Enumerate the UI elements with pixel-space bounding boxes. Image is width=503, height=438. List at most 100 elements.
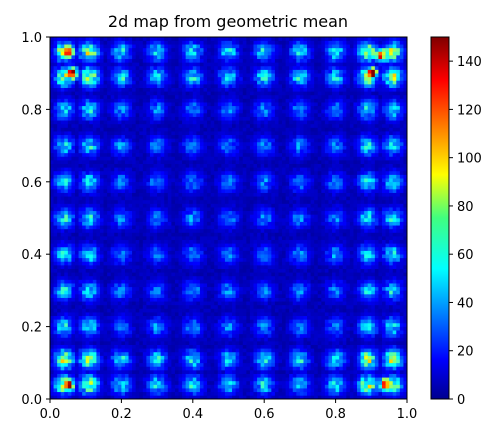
heatmap-cell [82, 174, 86, 179]
heatmap-cell [85, 156, 90, 161]
heatmap-cell [74, 239, 79, 244]
heatmap-cell [192, 105, 197, 110]
heatmap-cell [96, 76, 101, 81]
heatmap-cell [142, 181, 147, 186]
heatmap-cell [185, 351, 190, 356]
heatmap-cell [149, 210, 154, 215]
heatmap-cell [60, 236, 65, 241]
heatmap-cell [103, 243, 108, 248]
heatmap-cell [89, 98, 94, 103]
heatmap-cell [50, 218, 54, 222]
heatmap-cell [124, 84, 129, 88]
heatmap-cell [139, 163, 144, 168]
heatmap-cell [167, 290, 172, 295]
heatmap-cell [103, 275, 108, 280]
heatmap-cell [71, 272, 76, 277]
heatmap-cell [99, 181, 104, 186]
heatmap-cell [135, 156, 140, 161]
heatmap-cell [199, 141, 204, 146]
heatmap-cell [99, 196, 104, 201]
heatmap-cell [78, 344, 83, 349]
heatmap-cell [117, 87, 122, 92]
heatmap-cell [121, 131, 126, 136]
heatmap-cell [164, 73, 169, 78]
heatmap-cell [167, 351, 172, 356]
heatmap-cell [132, 246, 136, 251]
heatmap-cell [153, 341, 158, 345]
heatmap-cell [214, 239, 219, 244]
heatmap-cell [199, 326, 204, 331]
heatmap-cell [196, 80, 201, 85]
heatmap-cell [189, 55, 194, 60]
heatmap-cell [92, 341, 97, 345]
heatmap-cell [124, 69, 129, 74]
heatmap-cell [214, 76, 219, 81]
heatmap-cell [224, 391, 229, 396]
heatmap-cell [174, 109, 179, 114]
heatmap-cell [214, 109, 219, 114]
heatmap-cell [124, 297, 129, 302]
heatmap-cell [167, 156, 172, 161]
heatmap-cell [182, 304, 186, 309]
heatmap-cell [57, 377, 62, 382]
heatmap-cell [189, 76, 194, 81]
heatmap-cell [157, 192, 161, 197]
heatmap-cell [50, 51, 54, 56]
heatmap-cell [160, 359, 165, 364]
heatmap-cell [67, 283, 72, 288]
heatmap-cell [60, 333, 65, 338]
heatmap-cell [89, 116, 94, 121]
heatmap-cell [171, 178, 176, 183]
heatmap-cell [57, 40, 62, 45]
heatmap-cell [217, 170, 222, 175]
heatmap-cell [174, 58, 179, 63]
heatmap-cell [92, 152, 97, 157]
heatmap-cell [217, 373, 222, 378]
heatmap-cell [224, 388, 229, 393]
heatmap-cell [82, 290, 86, 295]
heatmap-cell [167, 246, 172, 251]
heatmap-cell [50, 62, 54, 67]
heatmap-cell [149, 304, 154, 309]
heatmap-cell [117, 218, 122, 222]
heatmap-cell [139, 192, 144, 197]
heatmap-cell [135, 152, 140, 157]
heatmap-cell [71, 51, 76, 56]
heatmap-cell [117, 131, 122, 136]
heatmap-cell [160, 391, 165, 396]
heatmap-cell [207, 76, 211, 81]
heatmap-cell [85, 232, 90, 237]
heatmap-cell [149, 192, 154, 197]
heatmap-cell [217, 65, 222, 70]
heatmap-cell [89, 236, 94, 241]
heatmap-cell [171, 69, 176, 74]
heatmap-cell [110, 257, 115, 262]
heatmap-cell [142, 80, 147, 85]
heatmap-cell [192, 250, 197, 255]
heatmap-cell [160, 210, 165, 215]
heatmap-cell [182, 330, 186, 335]
heatmap-cell [185, 366, 190, 371]
heatmap-cell [89, 351, 94, 356]
heatmap-cell [139, 337, 144, 342]
heatmap-cell [207, 113, 211, 117]
heatmap-cell [196, 84, 201, 88]
heatmap-cell [128, 203, 133, 208]
heatmap-cell [53, 301, 58, 306]
heatmap-cell [64, 123, 69, 128]
heatmap-cell [217, 261, 222, 266]
heatmap-cell [89, 272, 94, 277]
heatmap-cell [146, 225, 151, 230]
heatmap-cell [124, 170, 129, 175]
heatmap-cell [185, 384, 190, 389]
heatmap-cell [82, 265, 86, 269]
heatmap-cell [114, 55, 119, 60]
heatmap-cell [199, 65, 204, 70]
heatmap-cell [92, 37, 97, 41]
heatmap-cell [185, 167, 190, 172]
heatmap-cell [160, 315, 165, 320]
heatmap-cell [174, 210, 179, 215]
heatmap-cell [57, 51, 62, 56]
heatmap-cell [78, 322, 83, 327]
heatmap-cell [92, 141, 97, 146]
